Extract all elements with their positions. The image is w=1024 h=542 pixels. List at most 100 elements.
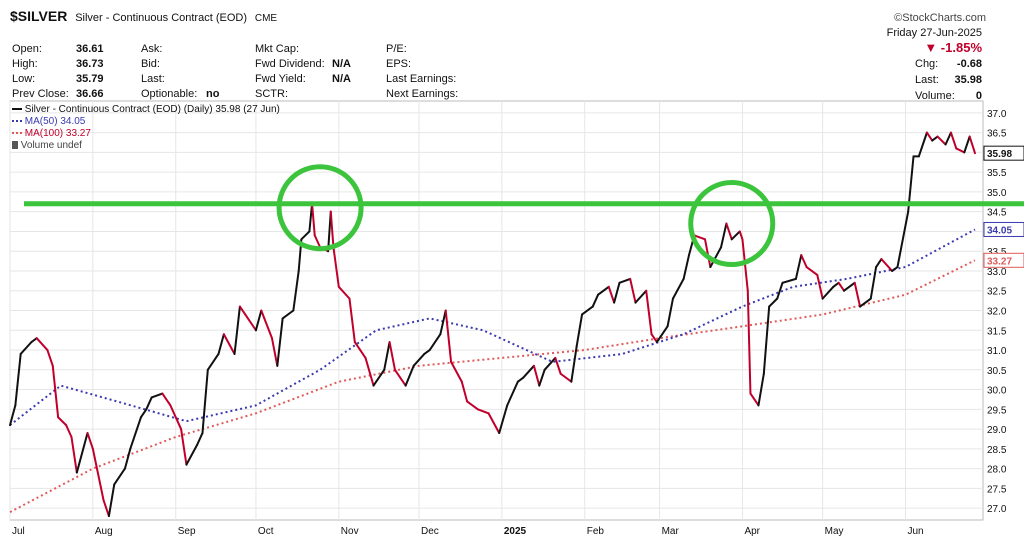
x-tick-label: Jun <box>907 526 923 537</box>
y-tick-label: 29.5 <box>987 405 1007 416</box>
ma50-line <box>9 228 976 426</box>
price-segment <box>768 297 779 308</box>
y-tick-label: 30.0 <box>987 386 1007 397</box>
price-segment <box>559 372 573 383</box>
price-segment <box>730 230 741 241</box>
price-segment <box>244 313 257 332</box>
price-segment <box>516 376 525 383</box>
y-tick-label: 35.0 <box>987 188 1007 199</box>
legend-volume-text: Volume undef <box>20 140 82 151</box>
price-segment <box>196 432 204 446</box>
price-segment <box>618 277 632 284</box>
price-segment <box>805 266 819 276</box>
price-segment <box>925 131 934 142</box>
price-segment <box>185 443 199 466</box>
volume-label: Volume: <box>915 90 955 102</box>
price-segment <box>281 309 295 320</box>
price-segment <box>276 317 284 367</box>
legend-price-swatch <box>12 108 22 111</box>
y-tick-label: 34.5 <box>987 208 1007 219</box>
stat-label: Mkt Cap: <box>255 43 300 55</box>
y-tick-label: 27.0 <box>987 504 1007 515</box>
price-segment <box>532 364 541 387</box>
price-segment <box>816 273 824 300</box>
highlight-circle <box>688 180 776 268</box>
stat-label: Fwd Dividend: <box>255 58 325 70</box>
price-segment <box>337 285 351 300</box>
price-segment <box>161 392 172 407</box>
price-segment <box>222 333 236 355</box>
x-tick-label: 2025 <box>504 526 527 537</box>
price-segment <box>607 285 616 304</box>
price-segment <box>506 380 519 407</box>
price-segment <box>671 277 685 300</box>
price-segment <box>655 325 669 344</box>
price-segment <box>853 281 862 308</box>
x-tick-label: Sep <box>178 526 196 537</box>
legend-price: Silver - Continuous Contract (EOD) (Dail… <box>12 104 280 116</box>
price-segment <box>597 285 610 296</box>
price-segment <box>794 254 803 280</box>
price-segment <box>30 337 38 344</box>
last-label: Last: <box>915 74 939 86</box>
price-segment <box>709 246 723 269</box>
price-segment <box>944 131 952 146</box>
price-segment <box>487 412 501 435</box>
legend-ma50: MA(50) 34.05 <box>12 116 85 128</box>
price-segment <box>201 368 209 435</box>
stat-label: Bid: <box>141 58 160 70</box>
stat-value: N/A <box>332 73 351 85</box>
y-tick-label: 30.5 <box>987 366 1007 377</box>
price-segment <box>955 147 966 154</box>
price-segment <box>800 254 808 269</box>
x-tick-label: May <box>825 526 844 537</box>
price-segment <box>393 368 407 387</box>
price-segment <box>217 333 225 355</box>
price-segment <box>949 131 958 150</box>
y-tick-label: 33.0 <box>987 267 1007 278</box>
price-segment <box>254 309 263 332</box>
volume-bar-icon <box>12 141 18 150</box>
price-segment <box>428 333 442 352</box>
brand-watermark: ©StockCharts.com <box>894 12 986 24</box>
price-segment <box>931 135 939 142</box>
stat-label: Prev Close: <box>12 88 69 100</box>
stat-value: 35.79 <box>76 73 104 85</box>
price-segment <box>460 380 469 403</box>
price-segment <box>522 364 535 379</box>
price-segment <box>102 499 110 518</box>
volume-value: 0 <box>975 90 982 102</box>
x-tick-label: Mar <box>662 526 680 537</box>
stat-label: Next Earnings: <box>386 88 459 100</box>
price-segment <box>476 408 490 415</box>
stat-value: 36.73 <box>76 58 104 70</box>
price-segment <box>145 396 153 411</box>
price-segment <box>91 447 105 502</box>
ticker-symbol: $SILVER <box>10 8 68 24</box>
y-tick-label: 28.0 <box>987 465 1007 476</box>
price-segment <box>832 281 840 288</box>
price-segment <box>936 135 947 146</box>
price-segment <box>645 289 653 336</box>
stat-label: Last Earnings: <box>386 73 457 85</box>
price-segment <box>292 269 300 312</box>
price-segment <box>859 297 872 308</box>
price-segment <box>70 435 78 474</box>
stat-label: Last: <box>141 73 165 85</box>
price-segment <box>666 297 674 328</box>
price-segment <box>725 222 733 241</box>
price-segment <box>300 230 311 241</box>
y-tick-label: 35.5 <box>987 168 1007 179</box>
price-segment <box>311 202 316 237</box>
price-segment <box>329 210 335 249</box>
price-segment <box>35 337 49 352</box>
price-segment <box>260 309 273 340</box>
price-segment <box>575 313 584 348</box>
y-tick-label: 31.0 <box>987 346 1007 357</box>
price-segment <box>749 392 760 407</box>
stat-label: High: <box>12 58 38 70</box>
price-segment <box>581 305 594 316</box>
price-segment <box>741 238 749 292</box>
price-segment <box>150 392 164 399</box>
